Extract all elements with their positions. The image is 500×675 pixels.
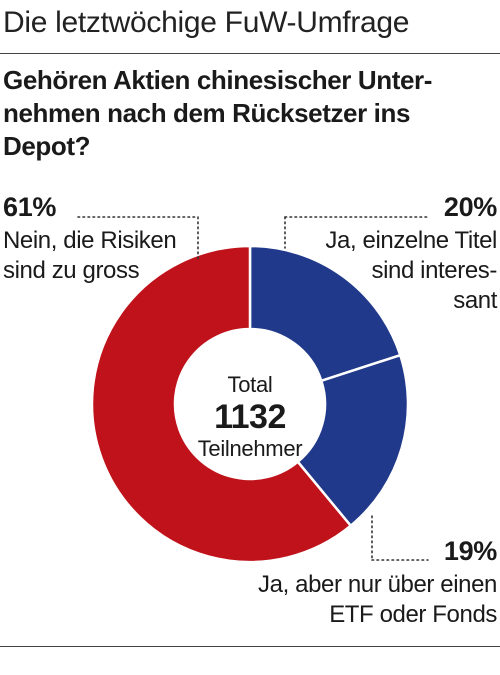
bottom-rule (0, 646, 500, 647)
slice-ja-etf (296, 353, 410, 528)
center-total-label: Total (227, 372, 273, 397)
center-participant-count: 1132 (214, 398, 286, 436)
slice-label-ja-etf: Ja, aber nur über einen ETF oder Fonds (258, 571, 497, 628)
pct-label-ja-etf: 19% (443, 536, 497, 566)
pct-label-nein: 61% (3, 192, 57, 222)
chart-header: Die letztwöchige FuW-Umfrage (3, 6, 410, 39)
survey-question: Gehören Aktien chinesischer Unter-nehmen… (3, 65, 432, 161)
slice-ja-einzelne (248, 244, 402, 383)
pct-label-ja-einzelne: 20% (443, 192, 497, 222)
donut-center: Total 1132 Teilnehmer (172, 372, 328, 462)
slice-label-nein: Nein, die Risiken sind zu gross (3, 227, 177, 284)
top-rule (0, 53, 500, 54)
center-unit-label: Teilnehmer (197, 436, 303, 461)
slice-nein (90, 244, 353, 564)
slice-label-ja-einzelne: Ja, einzelne Titel sind interes- sant (325, 227, 497, 314)
